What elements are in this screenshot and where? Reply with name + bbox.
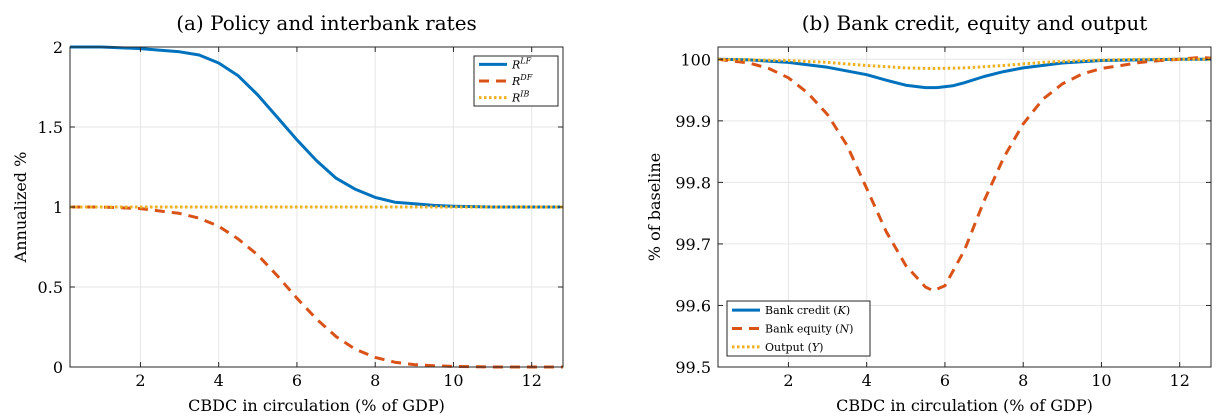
y-tick-label: 99.6 xyxy=(675,296,711,315)
legend-label: RIB xyxy=(511,90,529,105)
y-tick-label: 1.5 xyxy=(38,118,63,137)
panel-b: 2 4 6 8 10 12 99.5 99.6 99.7 99.8 99.9 100 (b) Bank … xyxy=(645,11,1212,415)
series-line-n xyxy=(717,56,1212,293)
y-tick-label: 0.5 xyxy=(38,278,63,297)
y-tick-label: 99.5 xyxy=(675,358,711,377)
y-axis-label: % of baseline xyxy=(645,153,664,261)
y-tick-label: 2 xyxy=(53,38,63,57)
series-line-df xyxy=(70,205,563,369)
panel-a: 2 4 6 8 10 12 0 0.5 1 1.5 2 (a) Policy and interban… xyxy=(11,11,564,415)
x-tick-label: 6 xyxy=(940,371,950,390)
legend: RLF RDF RIB xyxy=(473,55,559,107)
chart-title: (b) Bank credit, equity and output xyxy=(802,11,1148,35)
legend-label: RLF xyxy=(511,56,532,71)
axes-frame xyxy=(717,46,1212,368)
legend-label: RDF xyxy=(511,73,533,88)
x-tick-label: 2 xyxy=(135,371,145,390)
x-tick-label: 10 xyxy=(443,371,463,390)
y-axis-label: Annualized % xyxy=(11,152,30,264)
chart-title: (a) Policy and interbank rates xyxy=(176,11,477,35)
legend-label: Bank credit (K) xyxy=(765,304,850,317)
x-tick-label: 4 xyxy=(862,371,872,390)
x-tick-label: 8 xyxy=(1018,371,1028,390)
x-tick-label: 8 xyxy=(370,371,380,390)
legend: Bank credit (K) Bank equity (N) Output (Y) xyxy=(726,300,871,357)
y-tick-label: 99.9 xyxy=(675,112,711,131)
x-tick-label: 6 xyxy=(292,371,302,390)
x-tick-label: 12 xyxy=(1170,371,1190,390)
x-tick-label: 10 xyxy=(1091,371,1111,390)
y-tick-label: 0 xyxy=(53,358,63,377)
y-tick-label: 1 xyxy=(53,198,63,217)
x-axis-label: CBDC in circulation (% of GDP) xyxy=(188,396,445,415)
series-line-y xyxy=(717,57,1211,70)
y-tick-label: 100 xyxy=(680,50,711,69)
x-tick-label: 12 xyxy=(522,371,542,390)
y-tick-label: 99.7 xyxy=(675,235,711,254)
legend-label: Bank equity (N) xyxy=(765,323,853,336)
x-axis-label: CBDC in circulation (% of GDP) xyxy=(836,396,1093,415)
legend-label: Output (Y) xyxy=(765,341,823,354)
y-tick-label: 99.8 xyxy=(675,173,711,192)
x-tick-label: 2 xyxy=(783,371,793,390)
series-line-k xyxy=(717,57,1211,90)
x-tick-label: 4 xyxy=(214,371,224,390)
